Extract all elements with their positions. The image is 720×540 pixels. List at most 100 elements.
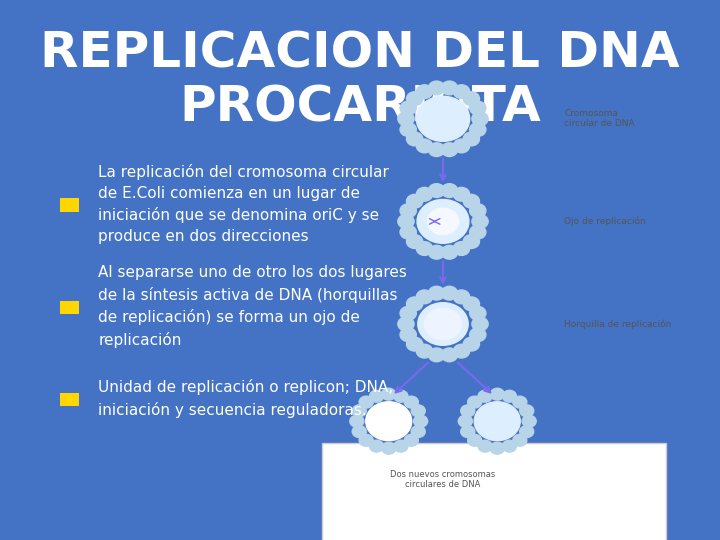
Circle shape xyxy=(463,92,480,105)
Circle shape xyxy=(522,415,536,427)
Circle shape xyxy=(428,348,445,362)
Circle shape xyxy=(478,440,492,452)
Circle shape xyxy=(478,390,492,402)
Circle shape xyxy=(417,199,469,244)
Circle shape xyxy=(468,434,482,446)
Circle shape xyxy=(411,405,426,417)
Circle shape xyxy=(350,415,364,427)
Text: Unidad de replicación o replicon; DNA,
iniciación y secuencia reguladoras.: Unidad de replicación o replicon; DNA, i… xyxy=(98,379,393,418)
Circle shape xyxy=(503,440,516,452)
Text: Horquilla de replicación: Horquilla de replicación xyxy=(564,319,672,329)
Circle shape xyxy=(369,440,384,452)
Circle shape xyxy=(416,187,433,201)
Circle shape xyxy=(520,426,534,437)
Text: PROCARIOTA: PROCARIOTA xyxy=(179,84,541,132)
Circle shape xyxy=(441,245,458,259)
Circle shape xyxy=(472,214,488,228)
Circle shape xyxy=(461,426,474,437)
Circle shape xyxy=(472,112,488,126)
Circle shape xyxy=(454,290,469,304)
Circle shape xyxy=(394,390,408,402)
Circle shape xyxy=(503,390,516,402)
Circle shape xyxy=(416,85,433,99)
Circle shape xyxy=(398,317,414,331)
Circle shape xyxy=(441,348,458,362)
Circle shape xyxy=(461,405,474,417)
Circle shape xyxy=(469,225,486,239)
Circle shape xyxy=(428,143,445,157)
Circle shape xyxy=(416,96,469,141)
Circle shape xyxy=(404,396,418,408)
Circle shape xyxy=(454,241,469,255)
Circle shape xyxy=(454,187,469,201)
Circle shape xyxy=(513,434,527,446)
Circle shape xyxy=(400,123,416,137)
Circle shape xyxy=(366,402,412,441)
Circle shape xyxy=(428,208,459,234)
Circle shape xyxy=(441,286,458,300)
Circle shape xyxy=(454,85,469,99)
Circle shape xyxy=(520,405,534,417)
Circle shape xyxy=(418,303,468,345)
Circle shape xyxy=(407,235,423,248)
Circle shape xyxy=(441,143,458,157)
Text: Al separarse uno de otro los dos lugares
de la síntesis activa de DNA (horquilla: Al separarse uno de otro los dos lugares… xyxy=(98,266,407,348)
Circle shape xyxy=(513,396,527,408)
Circle shape xyxy=(428,81,445,95)
Circle shape xyxy=(463,235,480,248)
Text: La replicación del cromosoma circular
de E.Coli comienza en un lugar de
iniciaci: La replicación del cromosoma circular de… xyxy=(98,164,389,245)
Circle shape xyxy=(454,139,469,153)
Circle shape xyxy=(407,132,423,146)
Circle shape xyxy=(474,402,521,441)
Text: Dos nuevos cromosomas
circulares de DNA: Dos nuevos cromosomas circulares de DNA xyxy=(390,470,495,489)
Circle shape xyxy=(400,306,416,320)
Circle shape xyxy=(416,241,433,255)
Circle shape xyxy=(469,306,486,320)
FancyBboxPatch shape xyxy=(60,301,79,314)
Circle shape xyxy=(400,225,416,239)
Circle shape xyxy=(469,101,486,115)
Circle shape xyxy=(382,442,396,454)
Circle shape xyxy=(490,388,504,400)
Circle shape xyxy=(463,297,480,310)
Circle shape xyxy=(416,344,433,358)
FancyBboxPatch shape xyxy=(322,443,667,540)
Circle shape xyxy=(463,338,480,351)
FancyBboxPatch shape xyxy=(60,198,79,212)
Circle shape xyxy=(382,388,396,400)
Circle shape xyxy=(441,81,458,95)
Circle shape xyxy=(441,184,458,198)
Circle shape xyxy=(459,415,472,427)
Circle shape xyxy=(490,442,504,454)
Circle shape xyxy=(394,440,408,452)
Circle shape xyxy=(404,434,418,446)
Circle shape xyxy=(407,338,423,351)
FancyBboxPatch shape xyxy=(60,393,79,406)
Circle shape xyxy=(463,194,480,208)
Circle shape xyxy=(428,286,445,300)
Circle shape xyxy=(425,308,462,340)
Circle shape xyxy=(411,426,426,437)
Circle shape xyxy=(407,194,423,208)
Circle shape xyxy=(400,101,416,115)
Circle shape xyxy=(407,92,423,105)
Circle shape xyxy=(413,415,428,427)
Circle shape xyxy=(398,214,414,228)
Circle shape xyxy=(359,396,373,408)
Circle shape xyxy=(428,245,445,259)
Circle shape xyxy=(400,328,416,342)
Circle shape xyxy=(359,434,373,446)
Circle shape xyxy=(407,297,423,310)
Circle shape xyxy=(369,390,384,402)
Circle shape xyxy=(468,396,482,408)
Circle shape xyxy=(352,426,366,437)
Circle shape xyxy=(416,290,433,304)
Circle shape xyxy=(469,328,486,342)
Circle shape xyxy=(463,132,480,146)
Circle shape xyxy=(472,317,488,331)
Circle shape xyxy=(400,204,416,218)
Circle shape xyxy=(416,139,433,153)
Text: Cromosoma
circular de DNA: Cromosoma circular de DNA xyxy=(564,109,635,129)
Text: REPLICACION DEL DNA: REPLICACION DEL DNA xyxy=(40,30,680,78)
Text: Ojo de replicación: Ojo de replicación xyxy=(564,217,646,226)
